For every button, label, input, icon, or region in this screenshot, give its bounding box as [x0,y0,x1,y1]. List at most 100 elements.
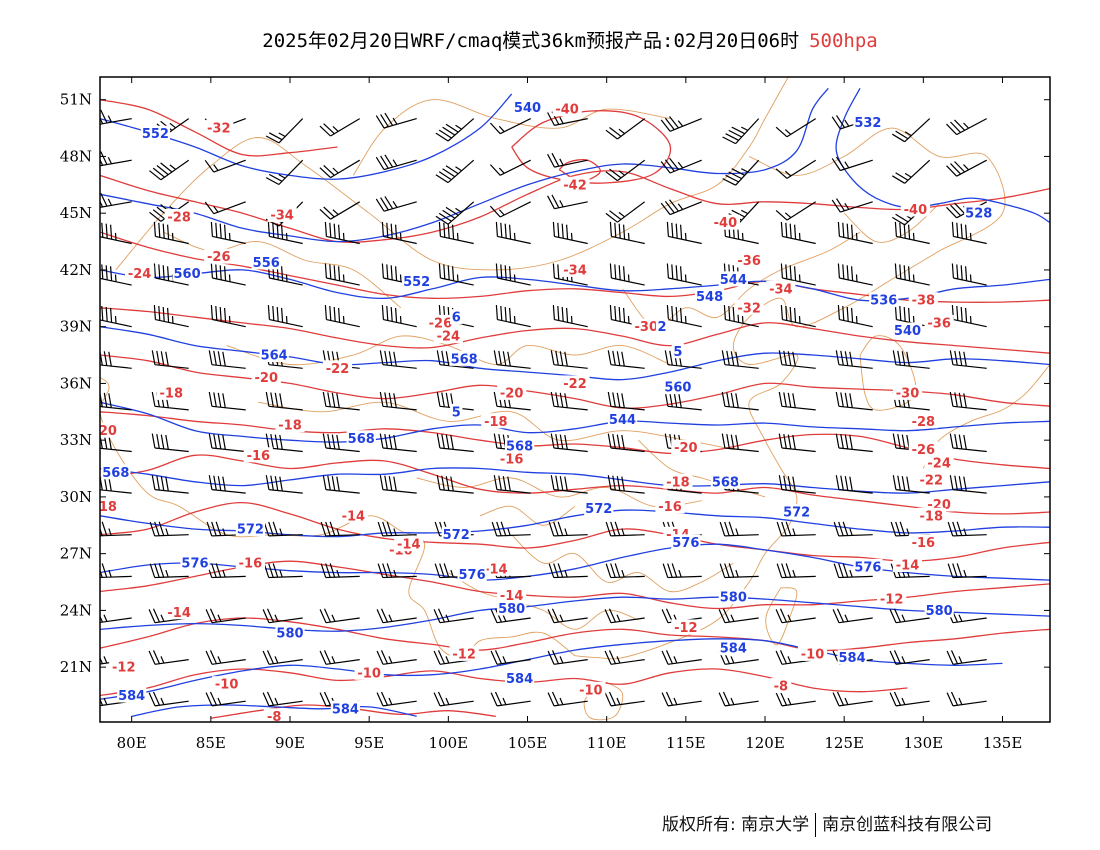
temperature-label-bg [552,101,582,117]
wind-barb [837,263,873,286]
temperature-label-bg [734,299,764,315]
temperature-label: 20 [99,424,117,439]
wind-barb [319,118,361,137]
temperature-label: -26 [912,443,936,458]
temperature-label-bg [655,498,685,514]
wind-barb [322,391,360,411]
height-label: 552 [142,127,169,142]
wind-barb [205,650,246,665]
height-label: 552 [403,275,430,290]
temperature-label-bg [734,252,764,268]
wind-barb [776,563,816,579]
height-label-bg [782,504,812,520]
height-label: 544 [609,413,636,428]
lon-label: 130E [904,734,944,752]
height-label-bg [869,292,899,308]
wind-barb [891,118,931,143]
wind-barb [550,475,588,494]
temperature-label-bg [109,659,139,675]
height-label-bg [504,670,535,686]
wind-barb [831,156,873,172]
lat-label: 27N [60,545,92,563]
wind-barb [946,691,987,707]
wind-barb [609,221,645,245]
temperature-label-bg [338,507,368,523]
temperature-label: -40 [555,103,579,118]
height-label-bg [180,555,210,571]
wind-barb [831,198,873,213]
wind-barb [263,521,303,537]
wind-barb [837,305,873,328]
wind-barb [662,563,702,579]
border-line [100,376,576,659]
lat-label: 51N [60,91,92,109]
height-label: 576 [854,560,881,575]
temperature-contour [100,170,1050,243]
wind-barb [151,350,189,369]
height-label: 568 [348,432,375,447]
height-label: 584 [720,642,747,657]
temperature-label-bg [100,422,119,438]
wind-barb [436,475,474,494]
wind-barb [319,650,360,665]
temperature-label: -8 [267,710,281,725]
temperature-contour [100,411,1050,470]
wind-barb [489,201,531,218]
wind-barb [775,159,817,179]
wind-barb [949,350,987,369]
temperature-label: -42 [563,178,587,193]
copyright-company: 南京创蓝科技有限公司 [822,815,993,835]
temperature-label-bg [924,454,954,470]
wind-barb [100,433,132,453]
temperature-label: -22 [920,473,944,488]
map-axes: 51N 48N 45N 42N 39N 36N 33N 30N 27N 24N 21N 80E 85E 9… [60,77,1050,752]
wind-barb [550,433,588,453]
temperature-label-bg [497,587,527,603]
temperature-label: -8 [774,680,788,695]
temperature-label-bg [710,214,741,230]
height-label: 540 [514,101,541,116]
lon-label: 120E [745,734,785,752]
wind-barb [100,614,132,624]
wind-barb [379,475,417,494]
temperature-label: -14 [167,606,191,621]
wind-barb [376,691,417,707]
wind-barb [100,475,132,494]
temperature-label-bg [916,471,946,487]
wind-barb [204,159,246,173]
lon-label: 115E [666,734,706,752]
wind-barb [889,650,930,665]
temperature-label-bg [235,555,266,571]
temperature-label-bg [924,314,954,330]
wind-barb [377,521,417,537]
wind-barb [489,159,531,176]
wind-barb [379,433,417,453]
wind-barb [607,433,645,453]
temperature-contour [100,617,1050,652]
height-label: 564 [261,349,288,364]
height-contour [100,401,1050,443]
temperature-label: -26 [207,250,231,265]
temperature-label: -10 [579,683,603,698]
wind-barb [778,475,816,494]
wind-barb [495,263,531,286]
wind-barb [661,691,702,707]
temperature-label: -40 [904,203,928,218]
wind-barb [149,521,189,537]
wind-barb [718,608,759,624]
wind-barb [438,221,474,245]
lon-label: 80E [117,734,147,752]
height-label-bg [450,309,463,325]
height-label-bg [607,411,638,427]
wind-barb [100,192,132,208]
wind-barb [436,433,474,453]
wind-barb [322,475,360,494]
border-line [749,127,1006,261]
border-line [922,364,1050,469]
temperature-label-bg [481,413,511,429]
wind-barb [324,305,360,328]
wind-barb [719,521,759,537]
height-label-bg [892,322,923,338]
wind-barb [263,563,303,579]
temperature-label: -30 [896,386,920,401]
